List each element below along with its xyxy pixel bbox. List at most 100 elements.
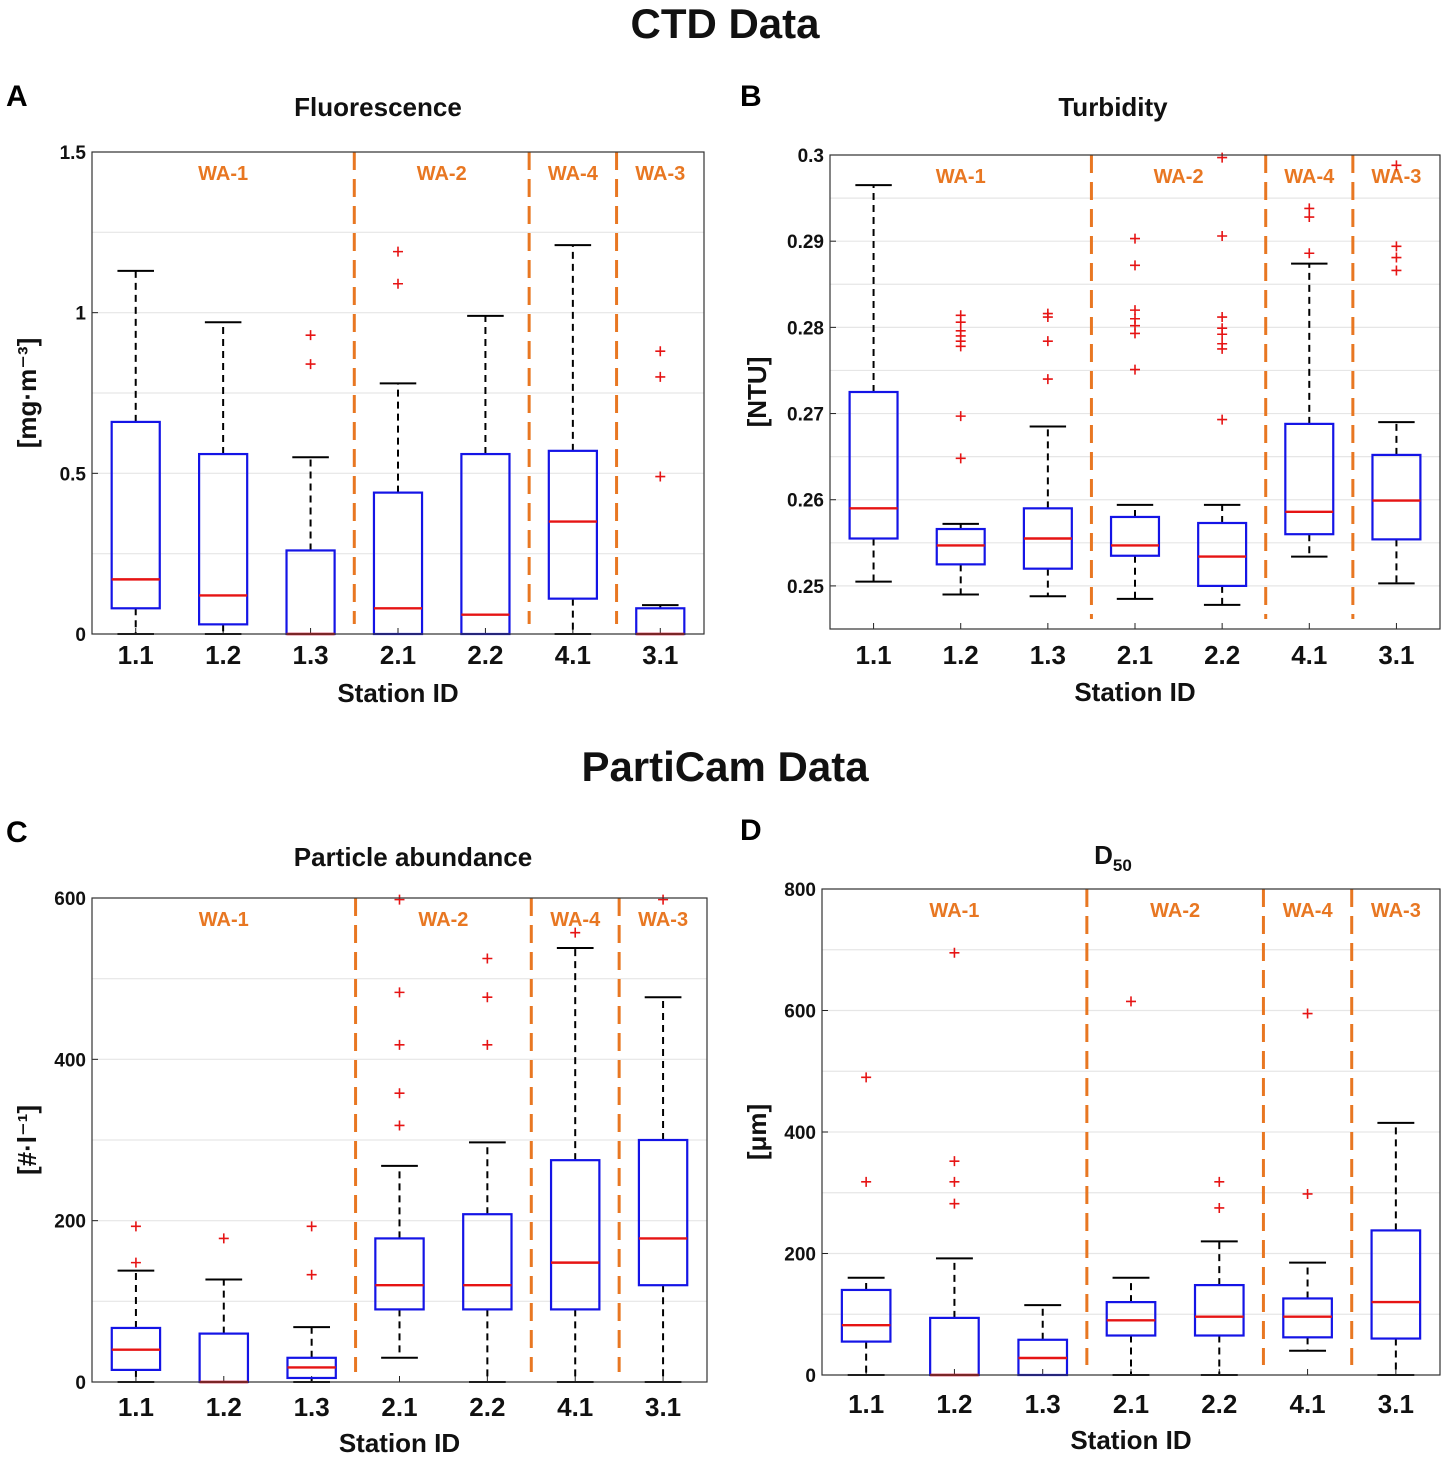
region-label: WA-2 (1150, 900, 1200, 922)
x-axis-label: Station ID (1070, 1425, 1191, 1455)
outlier-marker (1391, 252, 1402, 263)
outlier-marker (955, 310, 966, 321)
x-axis-label: Station ID (339, 1428, 460, 1458)
panel-title-subscript: 50 (1113, 856, 1132, 875)
outlier-marker (1130, 313, 1140, 324)
outlier-marker (1042, 374, 1053, 385)
outlier-marker (1391, 265, 1402, 276)
outlier-marker (949, 1176, 960, 1187)
outlier-marker (1391, 241, 1402, 252)
x-tick-label-1-3: 1.3 (1025, 1389, 1061, 1419)
outlier-marker (949, 947, 960, 958)
region-label: WA-4 (1283, 900, 1334, 922)
ctd-section-title: CTD Data (630, 0, 820, 47)
y-tick-label: 400 (784, 1123, 816, 1144)
x-tick-label-2-1: 2.1 (1113, 1389, 1149, 1419)
box (374, 1237, 425, 1311)
region-label: WA-4 (1284, 166, 1335, 188)
y-tick-label: 600 (54, 889, 86, 910)
outlier-marker (482, 992, 493, 1003)
outlier-marker (861, 1072, 872, 1083)
outlier-marker (1217, 152, 1228, 163)
outlier-marker (1217, 231, 1228, 242)
box (848, 390, 899, 540)
y-tick-label: 0 (75, 1373, 86, 1394)
outlier-marker (305, 359, 316, 370)
outlier-marker (1304, 212, 1315, 223)
outlier-marker (655, 471, 666, 482)
region-label: WA-3 (638, 909, 688, 931)
x-tick-label-1-2: 1.2 (943, 640, 979, 670)
x-tick-label-2-2: 2.2 (1204, 640, 1240, 670)
turbidity-boxplot: B Turbidity 0.25 0.26 0.27 0.28 0.29 0.3 [NTU] 1.… (740, 80, 1441, 707)
outlier-marker (1130, 305, 1140, 316)
box (462, 1213, 513, 1311)
x-tick-label-1-1: 1.1 (848, 1389, 884, 1419)
outlier-marker (130, 1257, 141, 1268)
panel-letter: D (740, 814, 762, 847)
outlier-marker (955, 325, 966, 336)
region-label: WA-3 (635, 163, 685, 185)
region-label: WA-4 (548, 163, 599, 185)
outlier-marker (482, 953, 493, 964)
x-tick-label-1-1: 1.1 (855, 640, 891, 670)
box (1284, 422, 1335, 536)
y-tick-label: 0.25 (787, 577, 824, 598)
y-tick-label: 200 (54, 1212, 86, 1233)
x-tick-label-3-1: 3.1 (642, 640, 678, 670)
outlier-marker (393, 278, 403, 289)
outlier-marker (306, 1269, 317, 1280)
outlier-marker (655, 346, 666, 357)
box (637, 1138, 689, 1287)
outlier-marker (1214, 1176, 1225, 1187)
axes-frame (91, 897, 708, 1383)
outlier-marker (394, 987, 405, 998)
axes-frame (91, 151, 705, 635)
y-tick-label: 1 (75, 304, 86, 325)
outlier-marker (955, 411, 966, 422)
outlier-marker (1217, 323, 1228, 334)
outlier-marker (1302, 1188, 1313, 1199)
outlier-marker (570, 927, 581, 938)
y-tick-label: 600 (784, 1002, 816, 1023)
y-tick-label: 0.26 (787, 491, 824, 512)
outlier-marker (1130, 260, 1140, 271)
outlier-marker (1217, 414, 1228, 425)
box (1371, 453, 1422, 541)
outlier-marker (130, 1221, 141, 1232)
x-tick-label-2-1: 2.1 (381, 1392, 417, 1422)
region-label: WA-2 (418, 909, 468, 931)
y-tick-label: 0.29 (787, 232, 824, 253)
outlier-marker (394, 894, 405, 905)
outlier-marker (306, 1221, 317, 1232)
outlier-marker (1302, 1008, 1313, 1019)
outlier-marker (1130, 364, 1140, 375)
region-label: WA-1 (936, 166, 986, 188)
panel-letter: A (6, 80, 28, 113)
outlier-marker (1042, 336, 1053, 347)
panel-title: Fluorescence (294, 92, 462, 122)
box (549, 1159, 601, 1311)
outlier-marker (1126, 996, 1136, 1007)
y-tick-label: 400 (54, 1050, 86, 1071)
outlier-marker (1042, 308, 1053, 319)
outlier-marker (394, 1120, 405, 1131)
outlier-marker (482, 1039, 493, 1050)
x-tick-label-1-3: 1.3 (1030, 640, 1066, 670)
x-tick-label-2-2: 2.2 (467, 640, 503, 670)
outlier-marker (949, 1156, 960, 1167)
box (110, 420, 161, 610)
x-tick-label-1-1: 1.1 (118, 640, 154, 670)
d50-boxplot: D D50 0 200 400 600 800 [μm] 1.1 1.2 1.3 2.1 2.2 4.1 3… (740, 814, 1441, 1455)
outlier-marker (1217, 338, 1228, 349)
y-tick-label: 800 (784, 880, 816, 901)
x-tick-label-2-1: 2.1 (1117, 640, 1153, 670)
y-tick-label: 200 (784, 1245, 816, 1266)
box (1193, 1283, 1245, 1337)
outlier-marker (1130, 233, 1140, 244)
outlier-marker (949, 1198, 960, 1209)
region-label: WA-3 (1371, 900, 1421, 922)
region-label: WA-1 (199, 909, 249, 931)
box (1109, 515, 1161, 557)
x-axis-label: Station ID (337, 678, 458, 708)
